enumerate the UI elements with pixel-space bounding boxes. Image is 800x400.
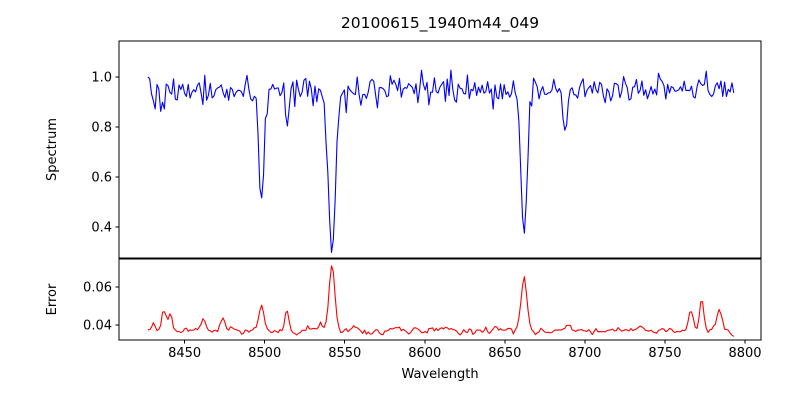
x-tick-label: 8500 [248, 346, 281, 361]
x-tick-label: 8550 [328, 346, 361, 361]
y-tick-label: 1.0 [91, 71, 112, 86]
x-axis-label: Wavelength [401, 367, 478, 382]
chart-title: 20100615_1940m44_049 [341, 14, 539, 33]
y-tick-label: 0.04 [83, 318, 112, 333]
x-tick-label: 8750 [648, 346, 681, 361]
spectrum-y-axis-label: Spectrum [45, 118, 60, 181]
y-tick-label: 0.4 [91, 221, 112, 236]
spectrum-axes-frame [118, 40, 762, 259]
spectrum-line [147, 69, 735, 253]
y-tick-label: 0.8 [91, 121, 112, 136]
error-axes-frame [118, 258, 762, 341]
x-tick-label: 8650 [488, 346, 521, 361]
x-tick-label: 8450 [168, 346, 201, 361]
x-tick-label: 8800 [728, 346, 761, 361]
y-tick-label: 0.06 [83, 280, 112, 295]
error-line [147, 265, 735, 337]
plot-generated-content: 8450 8500 8550 8600 8650 8700 8750 8800 1.0 0.8 0.… [83, 69, 762, 361]
y-tick-label: 0.6 [91, 171, 112, 186]
error-y-axis-label: Error [45, 283, 60, 315]
x-tick-label: 8600 [408, 346, 441, 361]
x-tick-label: 8700 [568, 346, 601, 361]
